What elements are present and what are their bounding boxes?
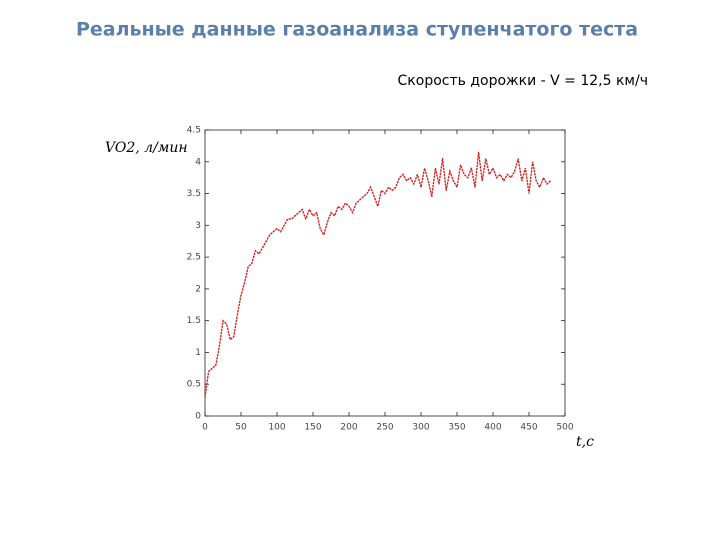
x-tick-label: 400 <box>484 423 501 433</box>
data-line <box>204 152 552 398</box>
chart-subtitle: Скорость дорожки - V = 12,5 км/ч <box>398 73 648 89</box>
y-tick-label: 4.5 <box>187 126 201 136</box>
y-tick-label: 3 <box>195 221 201 231</box>
x-tick-label: 150 <box>304 423 321 433</box>
x-tick-label: 250 <box>376 423 393 433</box>
x-tick-label: 200 <box>340 423 357 433</box>
x-tick-label: 500 <box>556 423 573 433</box>
x-tick-label: 300 <box>412 423 429 433</box>
x-axis-label: t,c <box>576 434 594 450</box>
plot-frame <box>204 129 566 417</box>
x-tick-label: 0 <box>202 423 208 433</box>
y-tick-label: 0 <box>195 412 201 422</box>
y-tick-label: 1.5 <box>187 316 201 326</box>
x-tick-label: 50 <box>235 423 247 433</box>
y-tick-label: 0.5 <box>187 380 201 390</box>
y-axis-label: VO2, л/мин <box>105 140 188 156</box>
y-tick-label: 1 <box>195 348 201 358</box>
y-tick-label: 2.5 <box>187 253 201 263</box>
y-tick-label: 2 <box>195 284 201 294</box>
x-tick-label: 450 <box>520 423 537 433</box>
slide-title: Реальные данные газоанализа ступенчатого… <box>76 19 638 41</box>
x-tick-label: 350 <box>448 423 465 433</box>
y-tick-label: 3.5 <box>187 189 201 199</box>
y-tick-label: 4 <box>195 157 201 167</box>
x-tick-label: 100 <box>268 423 285 433</box>
